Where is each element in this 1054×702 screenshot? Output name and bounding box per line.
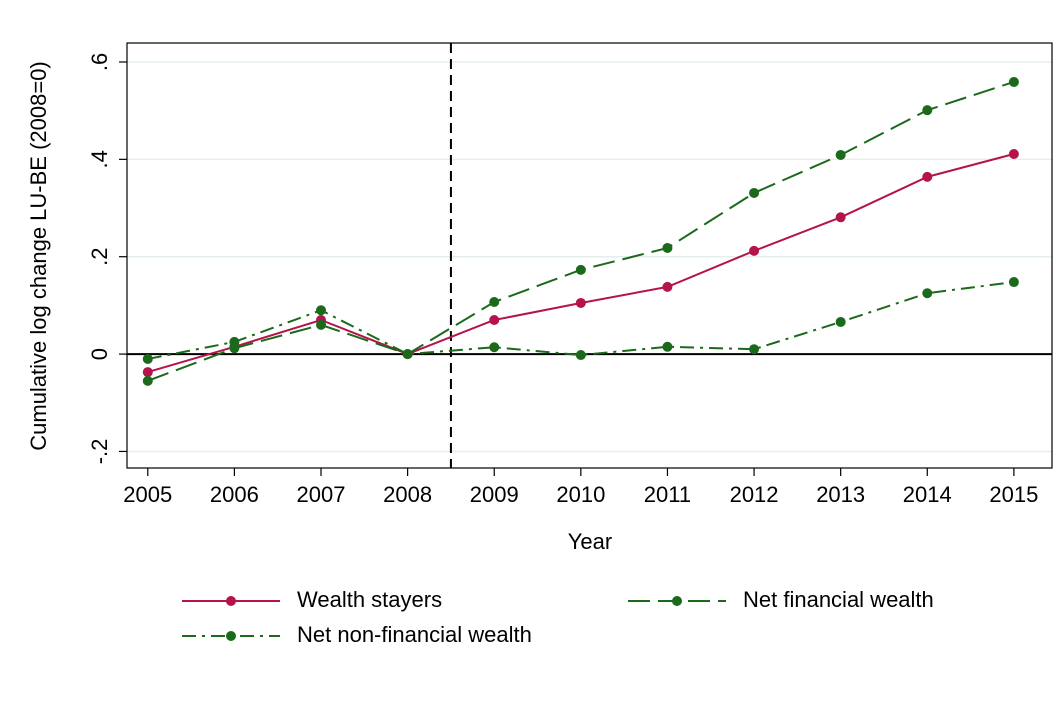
data-point [835, 212, 846, 223]
data-point [142, 375, 153, 386]
x-axis-title: Year [568, 529, 612, 554]
x-tick-label: 2013 [816, 482, 865, 507]
legend-marker [226, 596, 236, 606]
data-point [229, 336, 240, 347]
data-point [489, 342, 500, 353]
data-point [835, 149, 846, 160]
x-tick-label: 2015 [989, 482, 1038, 507]
data-point [922, 288, 933, 299]
x-tick-label: 2008 [383, 482, 432, 507]
legend-label: Wealth stayers [297, 587, 442, 612]
data-point [835, 316, 846, 327]
x-tick-label: 2012 [730, 482, 779, 507]
data-point [489, 296, 500, 307]
series-line [147, 281, 1015, 360]
data-point [402, 349, 413, 360]
data-point [1008, 76, 1019, 87]
data-point [749, 344, 760, 355]
data-point [575, 264, 586, 275]
y-tick-label: 0 [87, 348, 112, 360]
data-point [749, 187, 760, 198]
x-tick-label: 2005 [123, 482, 172, 507]
data-point [662, 341, 673, 352]
legend-marker [226, 631, 236, 641]
data-point [575, 297, 586, 308]
y-tick-label: .4 [87, 150, 112, 168]
y-tick-label: .6 [87, 53, 112, 71]
x-tick-label: 2009 [470, 482, 519, 507]
legend-marker [672, 596, 682, 606]
plot-frame [126, 42, 1053, 469]
y-tick-label: .2 [87, 248, 112, 266]
data-point [575, 350, 586, 361]
data-point [922, 105, 933, 116]
x-tick-label: 2006 [210, 482, 259, 507]
data-point [316, 319, 327, 330]
x-tick-label: 2007 [297, 482, 346, 507]
data-point [142, 367, 153, 378]
data-point [1008, 277, 1019, 288]
legend-label: Net financial wealth [743, 587, 934, 612]
y-axis-title: Cumulative log change LU-BE (2008=0) [26, 61, 51, 451]
data-point [922, 171, 933, 182]
data-point [142, 353, 153, 364]
x-tick-label: 2014 [903, 482, 952, 507]
x-tick-label: 2010 [556, 482, 605, 507]
data-point [316, 305, 327, 316]
data-point [749, 245, 760, 256]
x-tick-label: 2011 [644, 482, 691, 507]
data-point [662, 242, 673, 253]
data-point [489, 315, 500, 326]
y-tick-label: -.2 [87, 439, 112, 465]
legend-label: Net non-financial wealth [297, 622, 532, 647]
data-point [662, 281, 673, 292]
data-point [1008, 148, 1019, 159]
